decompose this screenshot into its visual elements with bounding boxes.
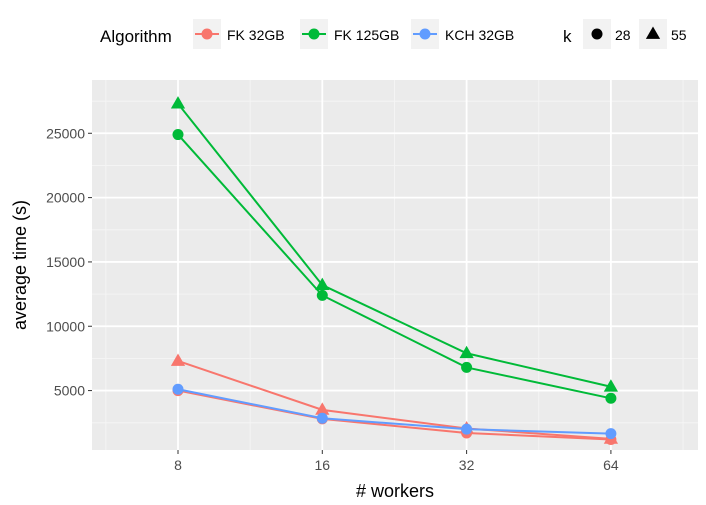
legend-key-marker [645, 26, 661, 39]
legend-title-k: k [563, 27, 572, 46]
x-tick-label: 32 [459, 457, 475, 473]
data-point [605, 428, 617, 440]
legend-label: 55 [671, 27, 687, 43]
y-tick-label: 10000 [46, 318, 85, 334]
data-point [316, 412, 328, 424]
x-tick-label: 64 [603, 457, 619, 473]
data-point [172, 129, 184, 141]
series-kch-32gb-k28 [172, 383, 617, 440]
data-point [461, 423, 473, 435]
data-point [315, 277, 330, 290]
y-tick-label: 25000 [46, 125, 85, 141]
data-point [170, 96, 186, 109]
x-tick-label: 16 [315, 457, 331, 473]
legend-label: FK 125GB [334, 27, 399, 43]
data-point [316, 289, 328, 301]
legend-title-algorithm: Algorithm [100, 27, 172, 46]
series-line [177, 133, 612, 400]
y-tick-label: 15000 [46, 254, 85, 270]
x-axis-title: # workers [356, 481, 434, 501]
data-point [603, 379, 619, 392]
plot-panel [92, 80, 698, 450]
x-axis: 8 16 32 64 [174, 450, 619, 473]
series-line [177, 103, 612, 388]
legend-label: KCH 32GB [445, 27, 514, 43]
legend-key-marker [308, 28, 320, 40]
legend-key-marker [419, 28, 431, 40]
y-axis-title: average time (s) [10, 200, 30, 330]
legend-key-marker [201, 28, 213, 40]
data-point [315, 402, 330, 415]
data-point [170, 353, 186, 366]
series-line [177, 360, 611, 440]
y-tick-label: 20000 [46, 190, 85, 206]
data-point [461, 361, 473, 373]
data-point [172, 383, 184, 395]
x-tick-label: 8 [174, 457, 182, 473]
data-point [605, 392, 617, 404]
legend-label: 28 [615, 27, 631, 43]
legend-key-marker [591, 28, 603, 40]
legend-label: FK 32GB [227, 27, 285, 43]
series-fk-125gb-k55 [170, 96, 619, 392]
y-axis: 5000 10000 15000 20000 25000 [46, 125, 92, 399]
series-line [177, 388, 611, 435]
legend: Algorithm FK 32GB FK 125GB KCH 32GB k 28 55 [100, 19, 687, 49]
y-tick-label: 5000 [54, 383, 85, 399]
series-fk-125gb-k28 [172, 129, 617, 404]
data-point [459, 345, 474, 359]
